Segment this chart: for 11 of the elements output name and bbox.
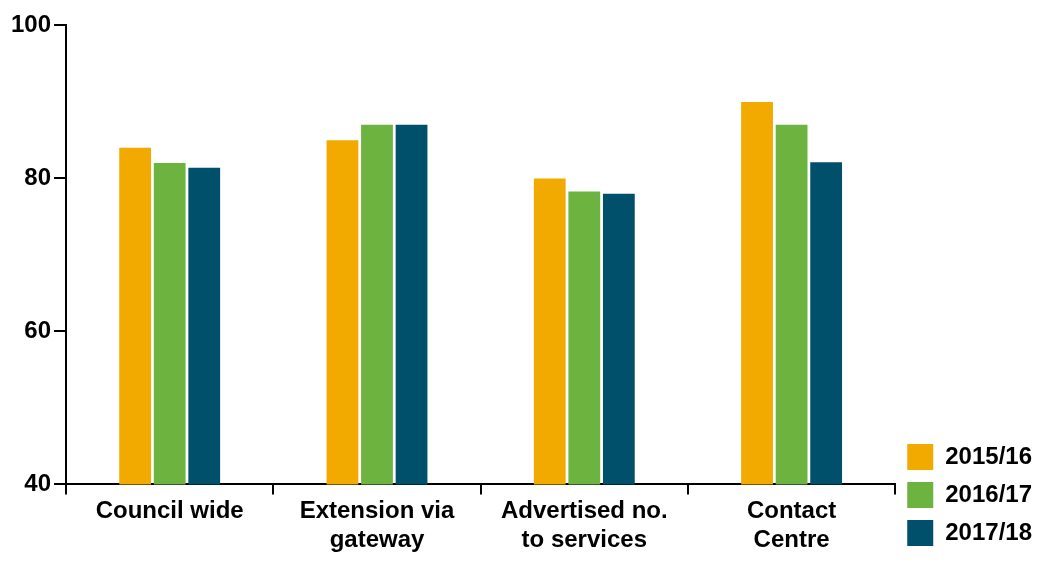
y-tick-label: 60 — [24, 316, 52, 344]
x-tick-label: Extension via gateway — [299, 496, 455, 553]
x-tick-label: Council wide — [95, 496, 244, 524]
legend-label: 2016/17 — [945, 479, 1033, 507]
x-tick-label: Contact Centre — [746, 496, 837, 553]
y-tick-label: 40 — [24, 469, 52, 497]
y-tick-label: 100 — [11, 10, 52, 38]
legend-label: 2017/18 — [945, 517, 1033, 545]
y-tick-label: 80 — [24, 163, 52, 191]
legend-label: 2015/16 — [945, 441, 1033, 469]
x-tick-label: Advertised no. to services — [500, 496, 668, 553]
